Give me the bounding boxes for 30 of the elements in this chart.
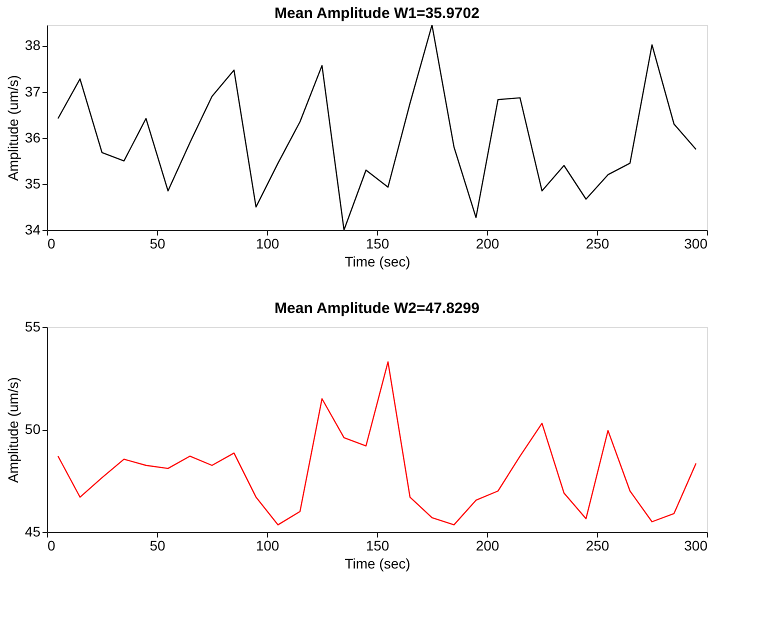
y-tick-label: 45: [24, 524, 41, 540]
x-tick-label: 150: [366, 538, 390, 554]
line-series: [57, 361, 697, 526]
x-tick-label: 200: [476, 538, 500, 554]
y-axis-title: Amplitude (um/s): [4, 377, 21, 483]
x-tick-label: 150: [366, 236, 390, 252]
x-tick-label: 250: [586, 538, 610, 554]
y-axis-title: Amplitude (um/s): [4, 75, 21, 181]
x-tick-label: 200: [476, 236, 500, 252]
y-tick-label: 37: [24, 83, 41, 100]
x-tick-label: 0: [48, 236, 56, 252]
y-tick-label: 36: [24, 129, 41, 146]
chart-title: Mean Amplitude W1=35.9702: [274, 5, 480, 22]
x-tick-label: 300: [684, 236, 708, 252]
x-tick-label: 250: [586, 236, 610, 252]
x-tick-label: 300: [684, 538, 708, 554]
y-tick-label: 35: [24, 175, 41, 192]
y-tick-label: 50: [24, 421, 41, 437]
y-tick-label: 55: [24, 318, 41, 334]
x-tick-label: 0: [48, 538, 56, 554]
y-tick-label: 34: [24, 222, 41, 238]
x-tick-label: 50: [150, 538, 166, 554]
chart-title: Mean Amplitude W2=47.8299: [274, 300, 480, 317]
y-tick-label: 38: [24, 37, 41, 54]
x-tick-label: 50: [150, 236, 166, 252]
x-tick-label: 100: [256, 236, 280, 252]
x-tick-label: 100: [256, 538, 280, 554]
x-axis-title: Time (sec): [344, 254, 410, 270]
x-axis-title: Time (sec): [344, 556, 410, 572]
line-series: [57, 25, 697, 230]
